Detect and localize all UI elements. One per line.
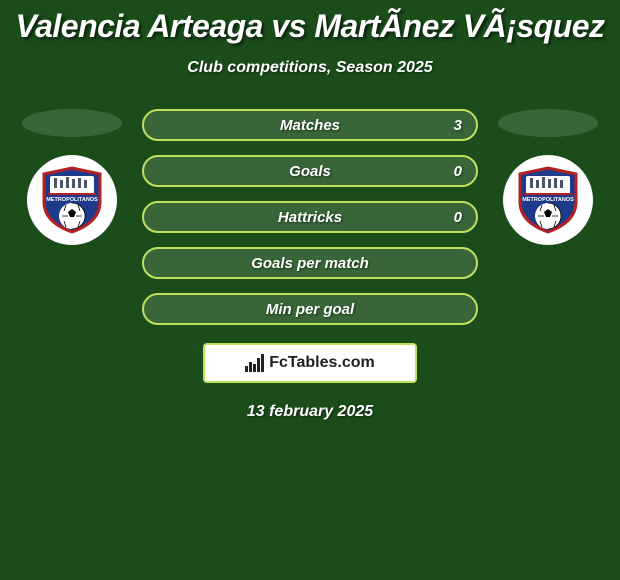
right-oval-placeholder — [498, 109, 598, 137]
date-label: 13 february 2025 — [0, 403, 620, 421]
stat-value: 3 — [454, 117, 462, 134]
bar-chart-icon — [245, 354, 265, 372]
main-row: METROPOLITANOS Matches 3 Goals 0 Hattric… — [0, 109, 620, 325]
shield-icon: METROPOLITANOS — [36, 164, 108, 236]
comparison-card: Valencia Arteaga vs MartÃnez VÃ¡squez Cl… — [0, 0, 620, 421]
stat-bar-matches: Matches 3 — [142, 109, 478, 141]
stat-label: Goals — [289, 163, 331, 180]
brand-box[interactable]: FcTables.com — [203, 343, 417, 383]
shield-icon: METROPOLITANOS — [512, 164, 584, 236]
page-title: Valencia Arteaga vs MartÃnez VÃ¡squez — [0, 8, 620, 45]
right-team-badge: METROPOLITANOS — [503, 155, 593, 245]
stat-value: 0 — [454, 209, 462, 226]
right-column: METROPOLITANOS — [498, 109, 598, 245]
stat-label: Min per goal — [266, 301, 354, 318]
stat-bar-goals-per-match: Goals per match — [142, 247, 478, 279]
stat-label: Matches — [280, 117, 340, 134]
svg-text:METROPOLITANOS: METROPOLITANOS — [46, 197, 98, 203]
stat-bar-goals: Goals 0 — [142, 155, 478, 187]
stat-label: Hattricks — [278, 209, 342, 226]
left-oval-placeholder — [22, 109, 122, 137]
page-subtitle: Club competitions, Season 2025 — [0, 59, 620, 77]
stat-bar-hattricks: Hattricks 0 — [142, 201, 478, 233]
stat-value: 0 — [454, 163, 462, 180]
stat-bar-min-per-goal: Min per goal — [142, 293, 478, 325]
svg-text:METROPOLITANOS: METROPOLITANOS — [522, 197, 574, 203]
stat-label: Goals per match — [251, 255, 369, 272]
left-column: METROPOLITANOS — [22, 109, 122, 245]
brand-text: FcTables.com — [269, 354, 375, 372]
stats-column: Matches 3 Goals 0 Hattricks 0 Goals per … — [142, 109, 478, 325]
left-team-badge: METROPOLITANOS — [27, 155, 117, 245]
